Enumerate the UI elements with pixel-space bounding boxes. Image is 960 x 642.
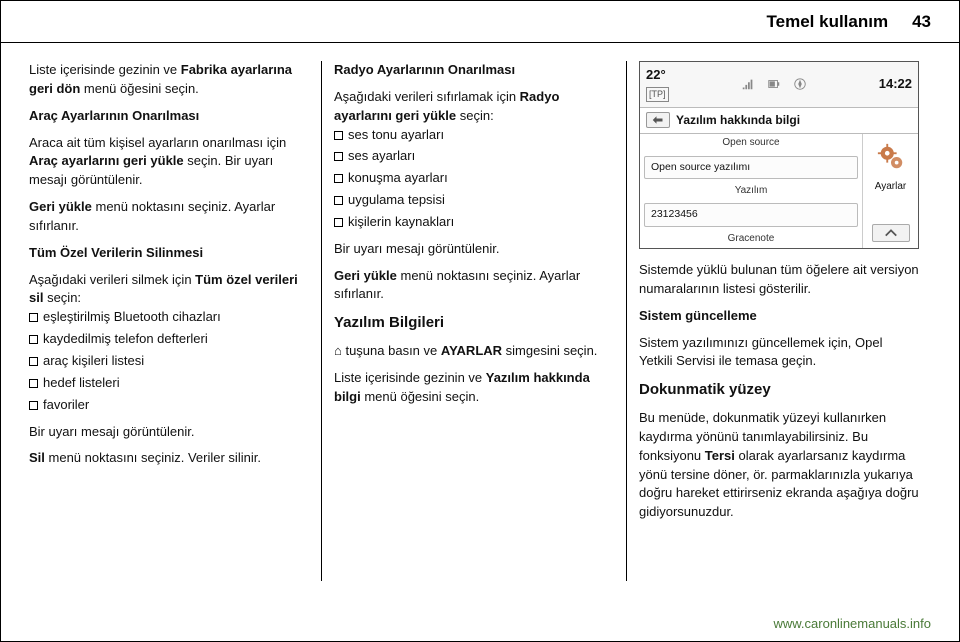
c1-h2: Tüm Özel Verilerin Silinmesi (29, 244, 309, 263)
c1-list: eşleştirilmiş Bluetooth cihazları kayded… (29, 308, 309, 414)
c3-sub: Dokunmatik yüzey (639, 379, 919, 401)
footer-url: www.caronlinemanuals.info (773, 616, 931, 631)
list-item: uygulama tepsisi (334, 191, 614, 210)
c3-h1: Sistem güncelleme (639, 307, 919, 326)
gear-icon (876, 142, 906, 172)
c2-p4: ⌂ tuşuna basın ve AYARLAR simgesini seçi… (334, 342, 614, 361)
c2-list: ses tonu ayarları ses ayarları konuşma a… (334, 126, 614, 232)
c1-p3: Geri yükle menü noktasını seçiniz. Ayarl… (29, 198, 309, 236)
shot-list: Open source Open source yazılımı Yazılım… (640, 134, 862, 248)
shot-body: Open source Open source yazılımı Yazılım… (640, 134, 918, 248)
c2-sub: Yazılım Bilgileri (334, 312, 614, 334)
c2-p1: Aşağıdaki verileri sıfırlamak için Radyo… (334, 88, 614, 126)
chevron-up-icon (884, 228, 898, 238)
shot-row-label: Yazılım (640, 183, 862, 200)
c1-p2: Araca ait tüm kişisel ayarların onarılma… (29, 134, 309, 191)
header-title: Temel kullanım (767, 12, 889, 32)
c2-p3: Geri yükle menü noktasını seçiniz. Ayarl… (334, 267, 614, 305)
shot-title: Yazılım hakkında bilgi (676, 112, 800, 129)
shot-sidebar: Ayarlar (862, 134, 918, 248)
list-item: kaydedilmiş telefon defterleri (29, 330, 309, 349)
settings-label: Ayarlar (875, 180, 907, 195)
shot-titlebar: Yazılım hakkında bilgi (640, 108, 918, 134)
content-columns: Liste içerisinde gezinin ve Fabrika ayar… (1, 43, 959, 599)
scroll-up-button[interactable] (872, 224, 910, 242)
column-2: Radyo Ayarlarının Onarılması Aşağıdaki v… (321, 61, 626, 581)
battery-icon (767, 77, 781, 91)
clock: 14:22 (879, 75, 912, 94)
page-header: Temel kullanım 43 (1, 1, 959, 43)
c3-p1: Sistemde yüklü bulunan tüm öğelere ait v… (639, 261, 919, 299)
manual-page: Temel kullanım 43 Liste içerisinde gezin… (0, 0, 960, 642)
c1-p6: Sil menü noktasını seçiniz. Veriler sili… (29, 449, 309, 468)
c1-p4: Aşağıdaki verileri silmek için Tüm özel … (29, 271, 309, 309)
c3-p3: Bu menüde, dokunmatik yüzeyi kullanırken… (639, 409, 919, 522)
compass-icon (793, 77, 807, 91)
c3-p2: Sistem yazılımınızı güncellemek için, Op… (639, 334, 919, 372)
shot-top-icons (741, 77, 807, 91)
shot-temp-block: 22° [TP] (646, 66, 669, 103)
c1-p5: Bir uyarı mesajı görüntülenir. (29, 423, 309, 442)
list-item: favoriler (29, 396, 309, 415)
tp-indicator: [TP] (646, 87, 669, 102)
list-item: eşleştirilmiş Bluetooth cihazları (29, 308, 309, 327)
back-button[interactable] (646, 112, 670, 128)
signal-icon (741, 77, 755, 91)
list-item: ses ayarları (334, 147, 614, 166)
c2-h1: Radyo Ayarlarının Onarılması (334, 61, 614, 80)
back-icon (652, 115, 664, 125)
c2-p5: Liste içerisinde gezinin ve Yazılım hakk… (334, 369, 614, 407)
list-item: araç kişileri listesi (29, 352, 309, 371)
column-3: 22° [TP] 14:22 Yazılım hakkında bilgi (626, 61, 931, 581)
c1-p1: Liste içerisinde gezinin ve Fabrika ayar… (29, 61, 309, 99)
ui-screenshot: 22° [TP] 14:22 Yazılım hakkında bilgi (639, 61, 919, 249)
list-item: hedef listeleri (29, 374, 309, 393)
shot-row-label: Gracenote (640, 231, 862, 248)
c2-p2: Bir uyarı mesajı görüntülenir. (334, 240, 614, 259)
page-number: 43 (912, 12, 931, 32)
temperature: 22° (646, 66, 669, 85)
c1-h1: Araç Ayarlarının Onarılması (29, 107, 309, 126)
shot-row-label: Open source (640, 135, 862, 152)
list-item: konuşma ayarları (334, 169, 614, 188)
shot-row[interactable]: 23123456 (644, 203, 858, 226)
shot-row[interactable]: Open source yazılımı (644, 156, 858, 179)
list-item: ses tonu ayarları (334, 126, 614, 145)
list-item: kişilerin kaynakları (334, 213, 614, 232)
settings-shortcut[interactable]: Ayarlar (875, 140, 907, 194)
column-1: Liste içerisinde gezinin ve Fabrika ayar… (29, 61, 321, 581)
shot-statusbar: 22° [TP] 14:22 (640, 62, 918, 108)
